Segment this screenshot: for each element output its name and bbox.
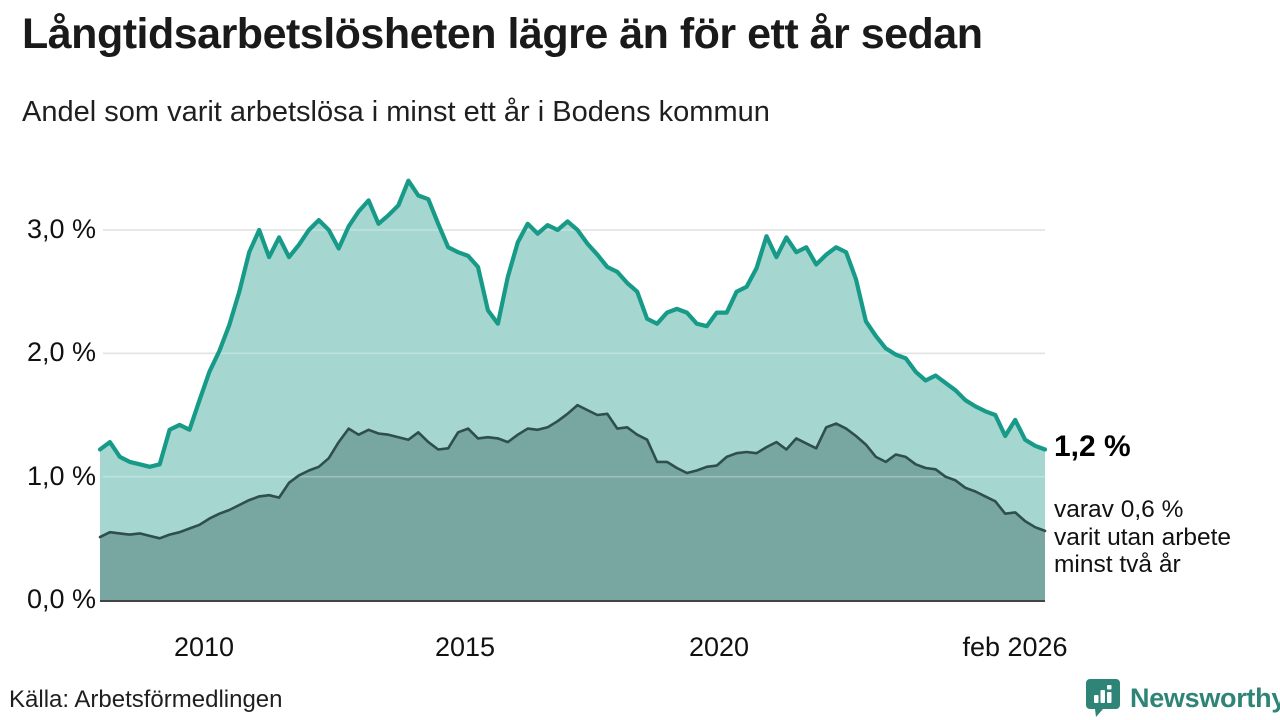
source-credit: Källa: Arbetsförmedlingen bbox=[9, 686, 283, 713]
end-value-label: 1,2 % bbox=[1054, 430, 1131, 463]
page-title: Långtidsarbetslösheten lägre än för ett … bbox=[22, 10, 983, 58]
y-axis-label-0: 0,0 % bbox=[26, 583, 96, 614]
x-axis-label-2010: 2010 bbox=[173, 632, 235, 662]
x-axis-label-2020: 2020 bbox=[688, 632, 750, 662]
brand-wordmark: Newsworthy bbox=[1130, 683, 1280, 713]
y-axis-label-3: 3,0 % bbox=[26, 213, 96, 244]
logo-bar-short bbox=[1094, 695, 1099, 703]
detail-line-3: minst två år bbox=[1054, 551, 1181, 578]
newsworthy-logo: Newsworthy bbox=[1086, 678, 1280, 718]
detail-line-1: varav 0,6 % bbox=[1054, 496, 1184, 523]
logo-exclamation-dot bbox=[1107, 685, 1112, 690]
end-value-detail: varav 0,6 % varit utan arbete minst två … bbox=[1054, 496, 1231, 579]
chart-subtitle: Andel som varit arbetslösa i minst ett å… bbox=[22, 96, 770, 128]
x-axis-label-feb-2026: feb 2026 bbox=[962, 632, 1068, 662]
x-axis-label-2015: 2015 bbox=[434, 632, 496, 662]
y-axis-label-2: 2,0 % bbox=[26, 336, 96, 367]
detail-line-2: varit utan arbete bbox=[1054, 523, 1232, 551]
y-axis-label-1: 1,0 % bbox=[26, 460, 96, 491]
newsworthy-logo-icon bbox=[1086, 679, 1120, 717]
logo-bar-tall bbox=[1107, 692, 1112, 703]
logo-bar-medium bbox=[1100, 690, 1105, 703]
